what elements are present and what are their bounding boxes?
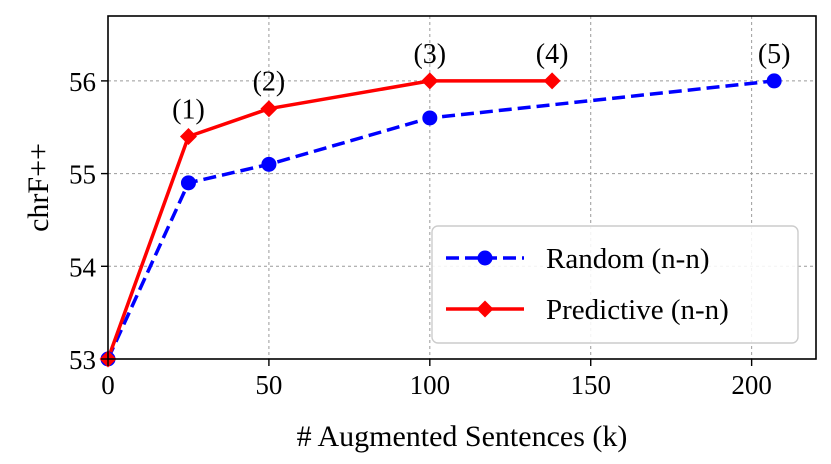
legend: Random (n-n) Predictive (n-n) [431, 225, 799, 344]
point-annotation: (3) [413, 39, 446, 70]
legend-marker [476, 300, 494, 318]
point-annotation: (2) [253, 67, 286, 98]
x-tick-label: 100 [410, 370, 451, 400]
axis-ticks: 0 50 100 150 200 53 54 55 56 [69, 67, 772, 400]
data-point [421, 72, 439, 90]
x-axis-title: # Augmented Sentences (k) [297, 420, 628, 453]
x-tick-label: 0 [101, 370, 115, 400]
x-tick-label: 50 [255, 370, 282, 400]
legend-label: Random (n-n) [546, 243, 710, 275]
data-point [179, 128, 197, 146]
data-point [543, 72, 561, 90]
legend-marker [477, 250, 493, 266]
point-annotations: (1) (2) (3) (4) (5) [172, 39, 790, 126]
point-annotation: (4) [536, 39, 569, 70]
x-tick-label: 200 [731, 370, 772, 400]
x-tick-label: 150 [570, 370, 611, 400]
y-tick-label: 53 [69, 345, 96, 375]
data-point [261, 156, 277, 172]
data-point [260, 100, 278, 118]
plot-frame [107, 15, 817, 360]
legend-box [431, 225, 799, 344]
data-point [180, 175, 196, 191]
point-annotation: (5) [758, 39, 791, 70]
legend-label: Predictive (n-n) [546, 294, 729, 326]
y-axis-title: chrF++ [22, 143, 55, 232]
data-point [766, 73, 782, 89]
y-tick-label: 54 [69, 252, 97, 282]
data-point [422, 110, 438, 126]
y-tick-label: 56 [69, 67, 96, 97]
point-annotation: (1) [172, 95, 205, 126]
y-tick-label: 55 [69, 160, 96, 190]
